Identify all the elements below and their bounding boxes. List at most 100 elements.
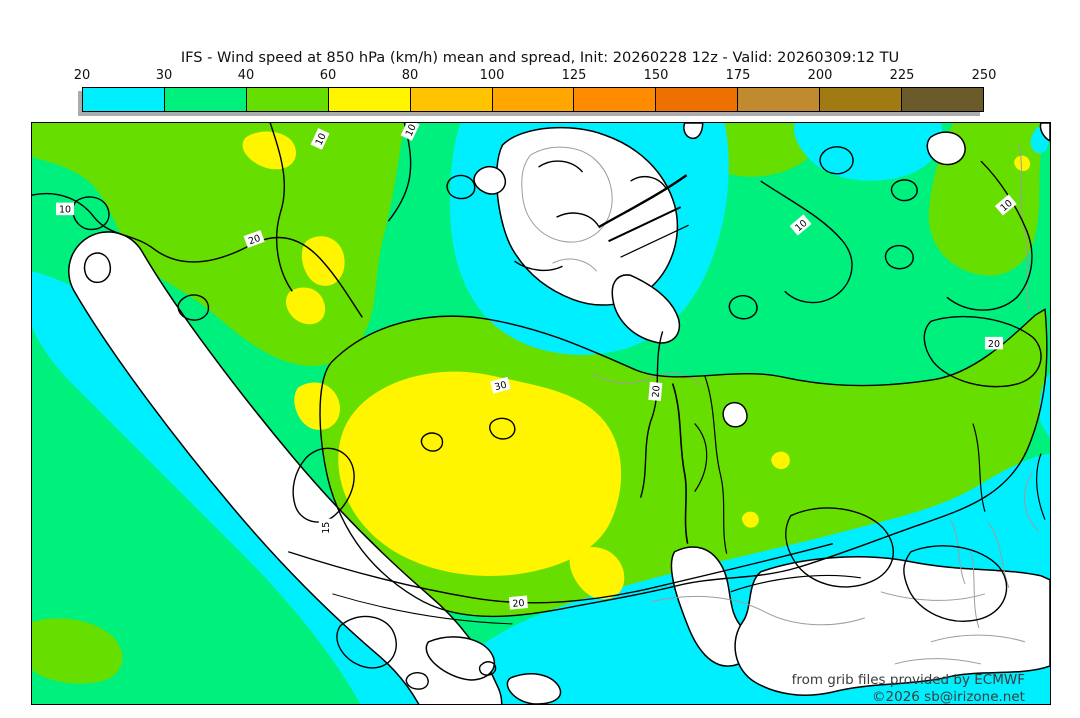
colorbar-segment [820,88,903,111]
contour-line [514,260,563,272]
fill-region [425,636,496,681]
fill-region [294,382,340,430]
label-box [400,123,420,141]
colorbar-segment [164,88,247,111]
contour-line [319,308,1048,618]
contour-label-text: 20 [988,339,1000,350]
colorbar-tick-labels: 20 30 40 60 80 100 125 150 175 200 225 2… [74,68,997,84]
attribution-source: from grib files provided by ECMWF [792,672,1025,688]
contour-line [972,423,986,512]
colorbar-tick: 200 [807,68,833,83]
fill-region [242,131,297,170]
contour-line [420,432,444,452]
fill-region [771,451,790,470]
fill-region [894,153,912,172]
contour-line [332,593,513,625]
contour-line [597,174,688,229]
map-area: 10 20 10 10 30 20 10 10 20 20 15 from gr… [31,122,1051,705]
colorbar-segment [492,88,575,111]
border [1018,142,1030,310]
colorbar-segment [902,88,983,111]
colorbar-tick: 20 [73,68,91,83]
contour-line [446,174,476,200]
fill-region [734,556,1050,696]
contour-line [728,295,758,320]
colorbar-segment [83,88,165,111]
contour-label: 20 [243,229,265,248]
fill-mean-60-80-group [242,131,1031,600]
contour-label: 20 [508,595,528,610]
contour-label-text: 10 [404,123,419,138]
contour-line [32,192,363,318]
contour-line [478,661,497,676]
label-box [984,336,1003,350]
colorbar-tick: 40 [237,68,255,83]
contour-line [694,423,708,492]
contour-line [387,123,412,222]
contour-line [538,160,584,173]
border [930,634,1026,643]
contour-line [704,375,728,554]
contour-line [269,123,293,292]
contour-label-text: 20 [512,598,525,610]
contour-line [760,180,853,304]
fill-region [683,123,704,140]
fill-region [338,371,622,576]
border [970,551,980,629]
border [650,595,865,626]
border [1023,471,1040,533]
contour-line [639,331,664,498]
fill-region [1039,373,1050,439]
fill-region [506,673,562,704]
contour-line [292,447,355,523]
contour-line [72,196,110,231]
colorbar-tick: 80 [401,68,419,83]
contour-line [608,206,682,243]
coastline-borders-group [521,142,1040,665]
colorbar [82,87,984,112]
label-box [789,214,812,236]
contour-line [556,212,600,227]
border [950,519,966,584]
colorbar-tick: 250 [971,68,997,83]
fill-region [473,166,507,195]
label-box [56,202,75,216]
contour-line [730,574,861,593]
contour-line [671,383,689,544]
contour-line [923,315,1042,388]
contour-line [336,615,397,669]
contour-label-text: 20 [651,385,663,398]
fill-region [1014,155,1031,172]
contour-line [405,672,429,690]
contour-label: 20 [648,381,663,401]
contour-line [288,543,833,604]
fill-region [722,401,748,428]
contour-label-text: 30 [493,380,508,394]
colorbar-segment [328,88,411,111]
colorbar-tick: 60 [319,68,337,83]
attribution-copyright: ©2026 sb@irizone.net [872,689,1025,704]
contour-line [884,244,914,270]
weather-map-svg: 10 20 10 10 30 20 10 10 20 20 15 from gr… [32,123,1050,704]
contour-label: 10 [56,202,75,216]
border [988,523,1010,588]
colorbar-tick: 125 [561,68,587,83]
contour-label: 10 [400,123,420,141]
colorbar-tick: 175 [725,68,751,83]
label-box [994,194,1017,216]
colorbar-segment [656,88,739,111]
chart-title: IFS - Wind speed at 850 hPa (km/h) mean … [180,49,900,66]
label-box [310,128,330,150]
contour-line [1036,453,1046,520]
fill-region [286,287,326,325]
contour-line [903,545,1008,622]
label-box [508,595,528,610]
contour-label: 30 [490,376,511,394]
contour-line [890,179,918,202]
contour-line [819,146,854,175]
colorbar-tick: 30 [155,68,173,83]
fill-region [611,274,681,344]
label-box [243,229,265,248]
colorbar-tick: 100 [479,68,505,83]
